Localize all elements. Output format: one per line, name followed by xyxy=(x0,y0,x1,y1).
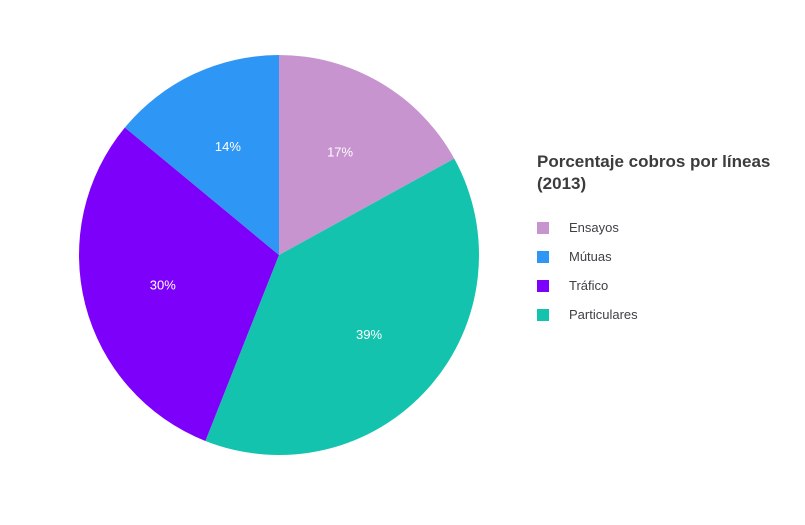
legend-item-ensayos: Ensayos xyxy=(537,213,777,242)
legend-item-mutuas: Mútuas xyxy=(537,242,777,271)
legend-label-ensayos: Ensayos xyxy=(569,220,619,235)
legend-item-trafico: Tráfico xyxy=(537,271,777,300)
legend-swatch-mutuas xyxy=(537,250,549,263)
pie-slice-trafico[interactable] xyxy=(79,127,279,441)
legend-swatch-particulares xyxy=(537,308,549,321)
pie-slice-mutuas[interactable] xyxy=(124,55,280,255)
legend-swatch-trafico xyxy=(537,279,549,292)
pie-slice-ensayos[interactable] xyxy=(279,55,455,255)
legend: Ensayos Mútuas Tráfico Particulares xyxy=(537,213,777,329)
legend-label-particulares: Particulares xyxy=(569,307,638,322)
chart-side-panel: Porcentaje cobros por líneas (2013) Ensa… xyxy=(537,151,777,329)
chart-title: Porcentaje cobros por líneas (2013) xyxy=(537,152,771,193)
pie-slice-particulares[interactable] xyxy=(205,158,479,456)
legend-swatch-ensayos xyxy=(537,221,549,234)
legend-item-particulares: Particulares xyxy=(537,300,777,329)
legend-label-trafico: Tráfico xyxy=(569,278,609,293)
legend-label-mutuas: Mútuas xyxy=(569,249,612,264)
